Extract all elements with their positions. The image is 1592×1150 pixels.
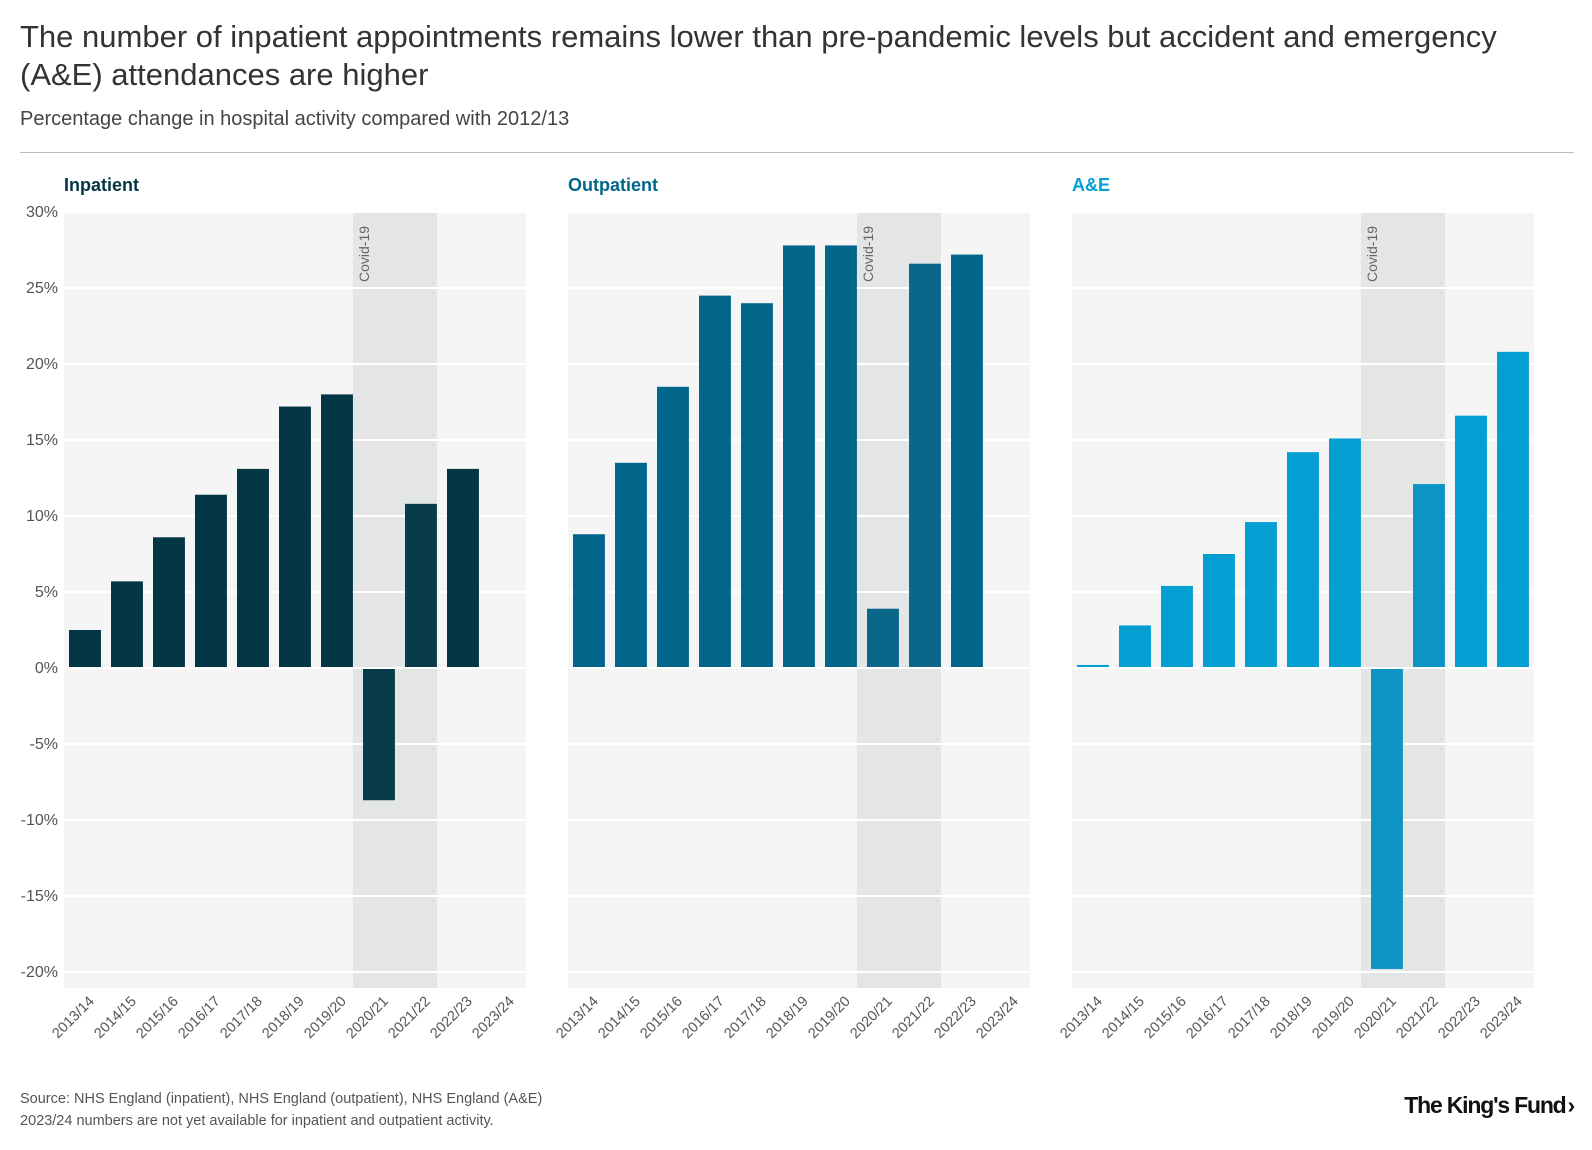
x-tick-label: 2014/15	[1099, 994, 1147, 1042]
x-tick-label: 2020/21	[343, 994, 391, 1042]
bar	[867, 608, 899, 668]
x-tick-label: 2015/16	[133, 994, 181, 1042]
chevron-right-icon: ›	[1567, 1092, 1576, 1118]
x-tick-label: 2014/15	[595, 994, 643, 1042]
y-tick-label: 15%	[26, 432, 58, 449]
y-tick-label: 0%	[35, 660, 58, 677]
x-tick-label: 2021/22	[1393, 994, 1441, 1042]
x-tick-label: 2023/24	[1477, 994, 1525, 1042]
bar	[69, 630, 101, 668]
bar	[447, 468, 479, 668]
panel-title: A&E	[1072, 175, 1110, 195]
x-tick-label: 2016/17	[679, 994, 727, 1042]
bar	[1371, 668, 1403, 969]
bar	[1329, 438, 1361, 668]
bar	[741, 303, 773, 668]
panel-title: Outpatient	[568, 175, 658, 195]
bar	[1245, 522, 1277, 668]
x-tick-label: 2013/14	[49, 994, 97, 1042]
x-tick-label: 2020/21	[847, 994, 895, 1042]
bar	[1455, 415, 1487, 668]
bar	[153, 537, 185, 668]
bar	[111, 581, 143, 668]
bar	[363, 668, 395, 801]
x-tick-label: 2013/14	[553, 994, 601, 1042]
bar	[405, 503, 437, 668]
x-tick-label: 2022/23	[931, 994, 979, 1042]
covid-label: Covid-19	[860, 226, 876, 282]
x-tick-label: 2023/24	[973, 994, 1021, 1042]
title-divider	[20, 152, 1574, 153]
bar	[237, 468, 269, 668]
y-tick-label: 25%	[26, 280, 58, 297]
x-tick-label: 2015/16	[1141, 994, 1189, 1042]
x-tick-label: 2019/20	[805, 994, 853, 1042]
y-tick-label: -10%	[21, 812, 58, 829]
x-tick-label: 2021/22	[889, 994, 937, 1042]
y-tick-label: 20%	[26, 356, 58, 373]
x-tick-label: 2022/23	[1435, 994, 1483, 1042]
x-tick-label: 2015/16	[637, 994, 685, 1042]
bar	[1287, 452, 1319, 668]
bar	[279, 406, 311, 668]
bar	[657, 386, 689, 668]
logo-text: The King's Fund	[1404, 1092, 1566, 1118]
bar	[321, 394, 353, 668]
bar	[825, 245, 857, 668]
x-tick-label: 2014/15	[91, 994, 139, 1042]
x-tick-label: 2020/21	[1351, 994, 1399, 1042]
y-tick-label: 5%	[35, 584, 58, 601]
bar	[783, 245, 815, 668]
x-tick-label: 2022/23	[427, 994, 475, 1042]
x-tick-label: 2019/20	[301, 994, 349, 1042]
page-subtitle: Percentage change in hospital activity c…	[20, 108, 570, 130]
y-tick-label: -20%	[21, 964, 58, 981]
bar	[1161, 585, 1193, 668]
x-tick-label: 2017/18	[217, 994, 265, 1042]
source-note: Source: NHS England (inpatient), NHS Eng…	[20, 1088, 542, 1132]
x-tick-label: 2019/20	[1309, 994, 1357, 1042]
bar	[1497, 351, 1529, 668]
x-tick-label: 2016/17	[175, 994, 223, 1042]
y-tick-label: -15%	[21, 888, 58, 905]
y-tick-label: -5%	[30, 736, 58, 753]
bar	[909, 263, 941, 668]
bar	[699, 295, 731, 668]
kings-fund-logo: The King's Fund›	[1404, 1092, 1576, 1119]
bar	[1119, 625, 1151, 668]
bar	[951, 254, 983, 668]
covid-label: Covid-19	[1364, 226, 1380, 282]
bar	[1413, 484, 1445, 668]
covid-label: Covid-19	[356, 226, 372, 282]
x-tick-label: 2018/19	[763, 994, 811, 1042]
x-tick-label: 2018/19	[1267, 994, 1315, 1042]
footnote-text: 2023/24 numbers are not yet available fo…	[20, 1113, 494, 1129]
y-tick-label: 30%	[26, 204, 58, 221]
bar	[573, 534, 605, 668]
page-title: The number of inpatient appointments rem…	[20, 19, 1497, 92]
charts-area: Covid-19Inpatient2013/142014/152015/1620…	[20, 175, 1529, 1042]
bar	[1077, 664, 1109, 668]
x-tick-label: 2023/24	[469, 994, 517, 1042]
x-tick-label: 2013/14	[1057, 994, 1105, 1042]
panel-title: Inpatient	[64, 175, 139, 195]
bar	[615, 462, 647, 668]
source-text: Source: NHS England (inpatient), NHS Eng…	[20, 1091, 543, 1107]
bar	[195, 494, 227, 668]
x-tick-label: 2016/17	[1183, 994, 1231, 1042]
x-tick-label: 2018/19	[259, 994, 307, 1042]
bar	[1203, 554, 1235, 668]
x-tick-label: 2021/22	[385, 994, 433, 1042]
x-tick-label: 2017/18	[721, 994, 769, 1042]
x-tick-label: 2017/18	[1225, 994, 1273, 1042]
y-tick-label: 10%	[26, 508, 58, 525]
